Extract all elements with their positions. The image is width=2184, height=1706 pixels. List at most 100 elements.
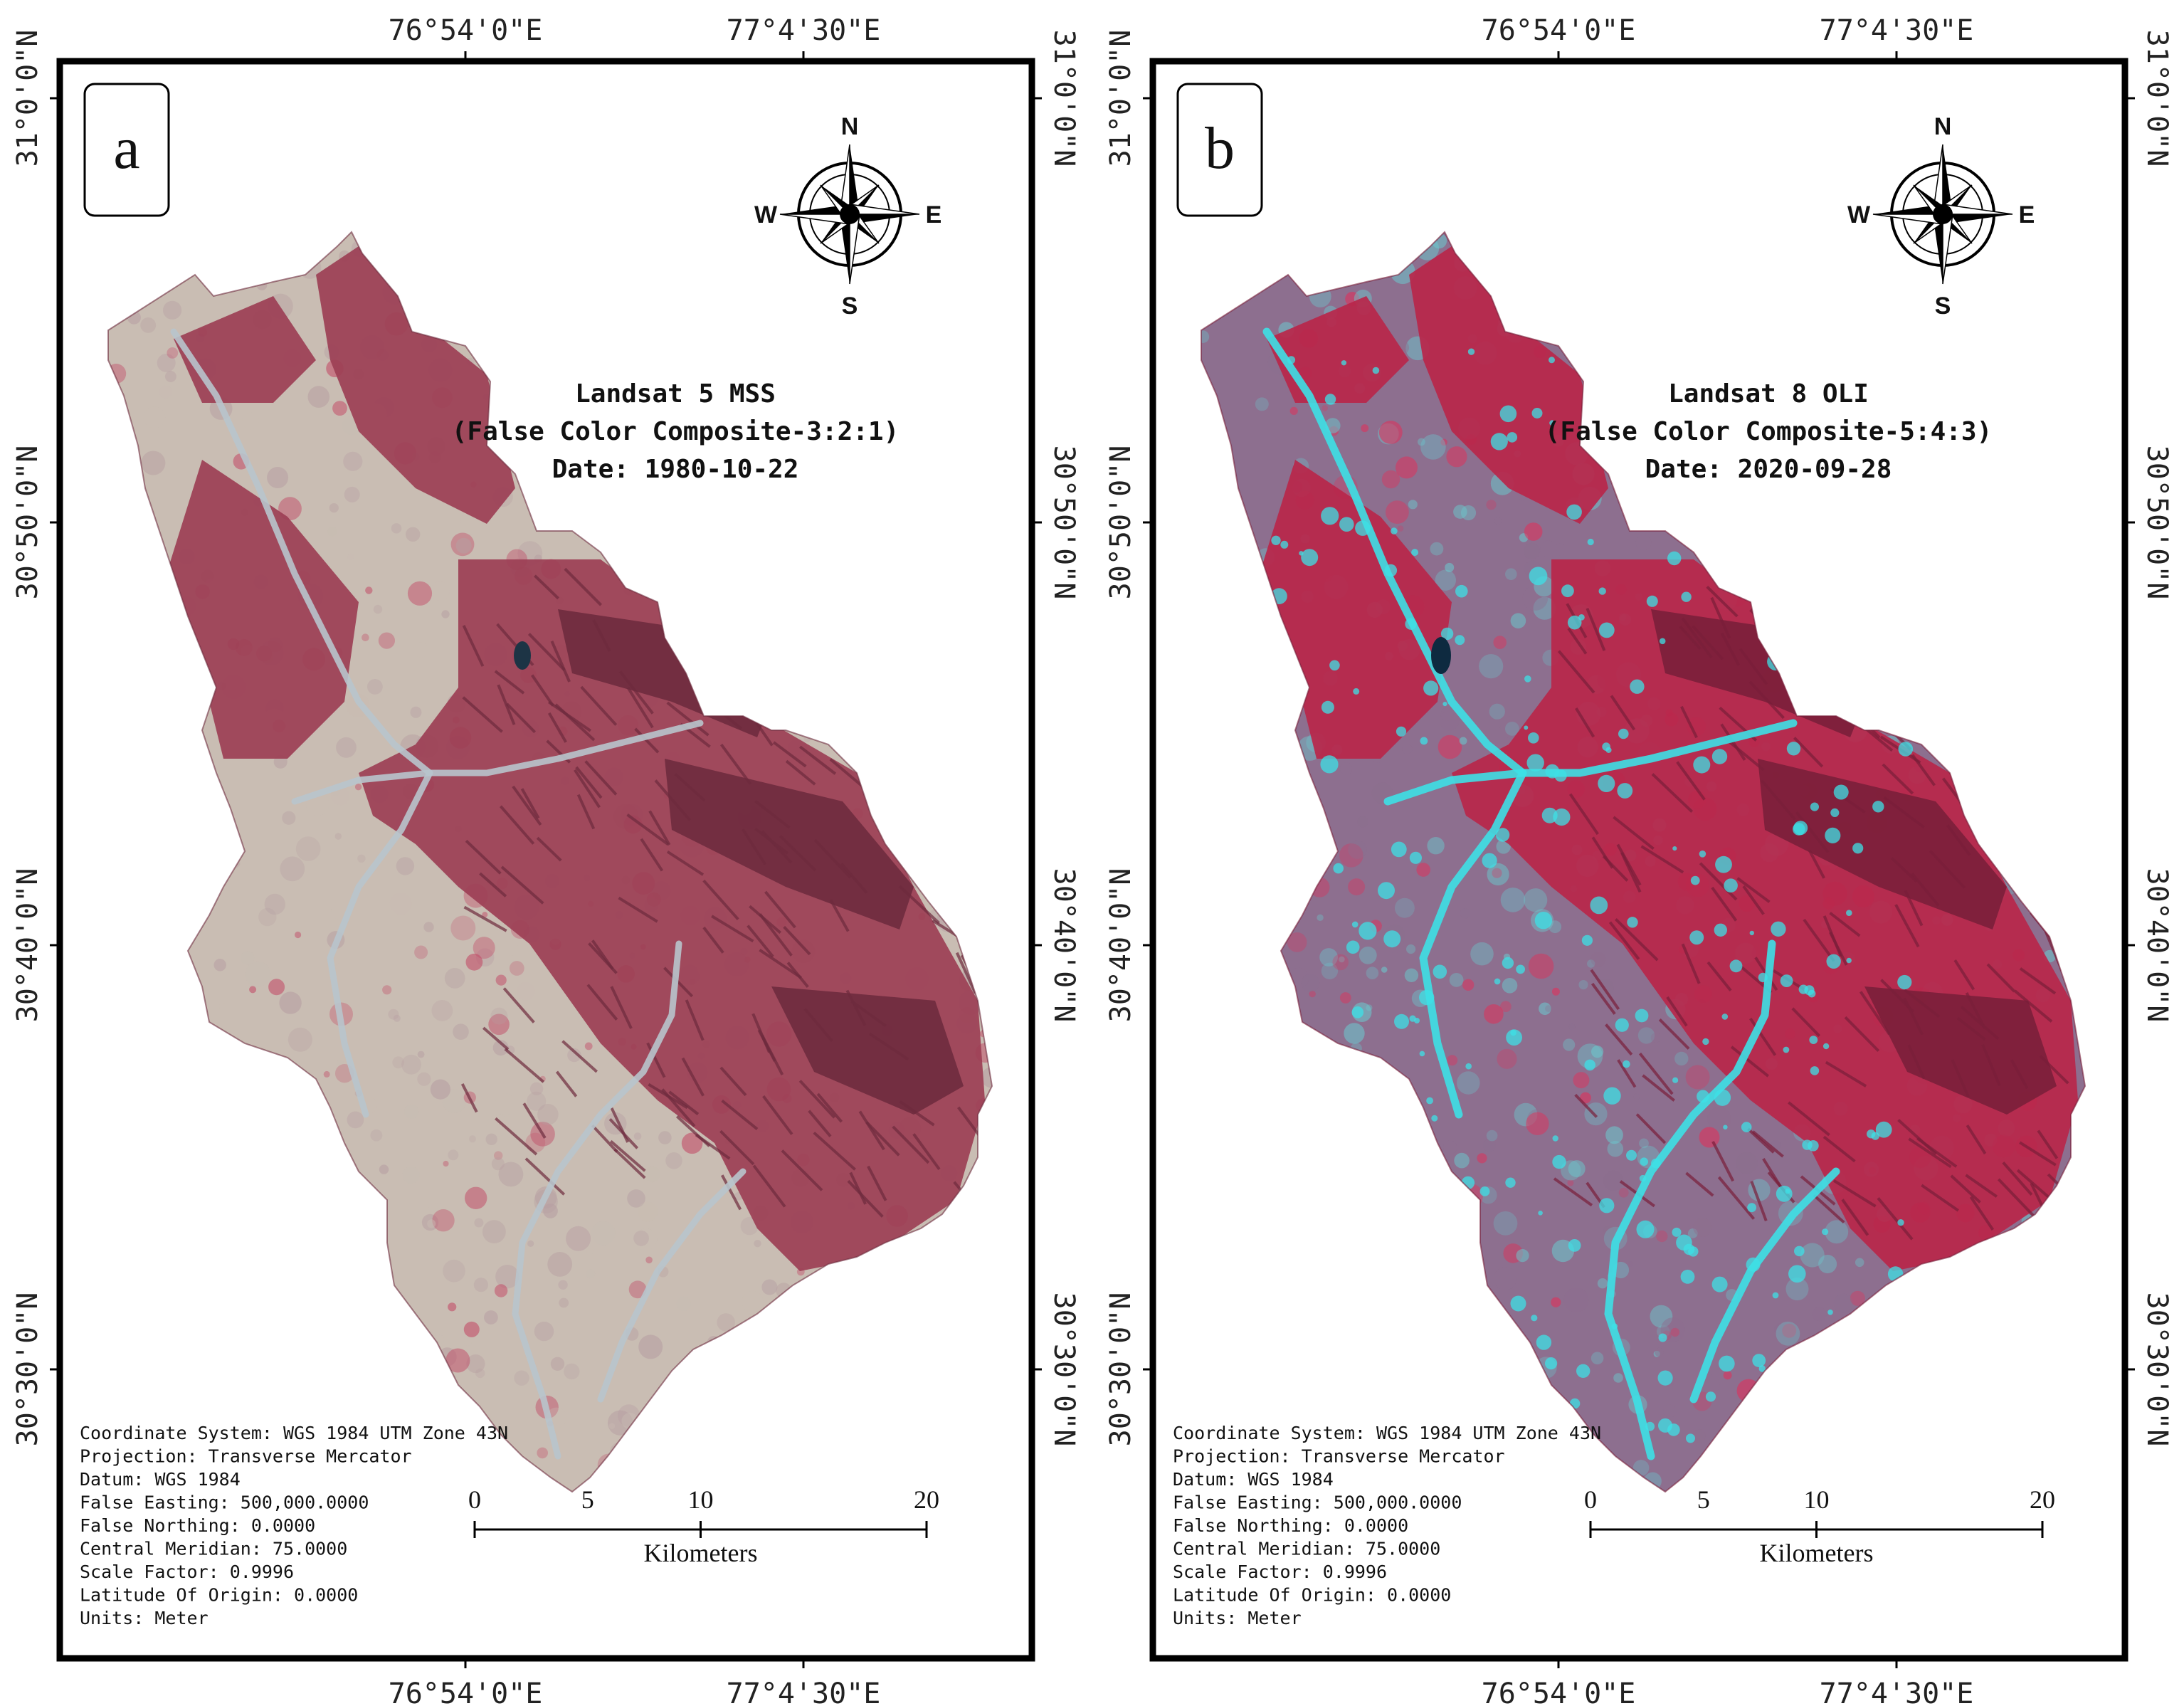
longitude-label-top: 76°54'0"E: [1482, 14, 1636, 47]
image-texture: [608, 1423, 616, 1429]
image-texture: [1655, 1347, 1664, 1357]
ridge-line: [2039, 1055, 2069, 1085]
image-texture: [1618, 1187, 1629, 1198]
ridge-line: [1813, 1194, 1845, 1224]
ridge-line: [1736, 877, 1771, 903]
image-texture: [329, 503, 339, 513]
urban-patch: [1423, 680, 1439, 696]
image-texture: [559, 1297, 569, 1308]
urban-patch: [1524, 675, 1531, 683]
ridge-line: [479, 872, 507, 897]
ridge-line: [779, 835, 817, 872]
ridge-line: [609, 1139, 646, 1172]
image-texture: [159, 385, 172, 399]
image-texture: [1402, 744, 1413, 754]
image-texture: [1493, 636, 1507, 649]
image-texture: [1301, 974, 1320, 992]
projection-info-line: Central Meridian: 75.0000: [80, 1539, 347, 1559]
ridge-line: [1750, 1181, 1768, 1222]
ridge-line: [584, 760, 618, 796]
urban-patch: [1794, 1246, 1805, 1257]
image-texture: [633, 1132, 642, 1140]
projection-info-line: Units: Meter: [1173, 1608, 1302, 1628]
ridge-line: [747, 925, 774, 958]
image-texture: [547, 1252, 573, 1277]
image-texture: [1404, 968, 1419, 983]
urban-patch: [1545, 1357, 1558, 1370]
ridge-line: [1793, 737, 1824, 768]
image-texture: [1459, 737, 1467, 745]
ridge-line: [711, 915, 754, 943]
ridge-line: [575, 766, 603, 799]
image-texture: [1776, 1321, 1800, 1346]
ridge-line: [505, 702, 537, 734]
urban-patch: [1391, 527, 1398, 535]
image-texture: [1489, 703, 1505, 720]
urban-patch: [1788, 1265, 1806, 1283]
image-texture: [1660, 1317, 1685, 1342]
image-texture: [633, 1230, 649, 1246]
projection-info-line: Latitude Of Origin: 0.0000: [1173, 1585, 1451, 1606]
image-texture: [1505, 568, 1517, 580]
compass-point: [850, 144, 860, 214]
ridge-line: [2019, 967, 2057, 995]
image-texture: [402, 1166, 420, 1184]
ridge-line: [555, 1070, 578, 1097]
ridge-line: [646, 1042, 666, 1078]
urban-patch: [1280, 540, 1289, 549]
urban-patch: [1383, 930, 1401, 948]
ridge-line: [1591, 836, 1614, 869]
image-texture: [365, 586, 373, 594]
image-texture: [1528, 953, 1554, 979]
image-texture: [242, 412, 259, 430]
urban-patch: [1324, 394, 1336, 405]
urban-patch: [1426, 1097, 1433, 1105]
image-texture: [1591, 1046, 1604, 1058]
urban-patch: [1798, 984, 1808, 994]
projection-info-line: Central Meridian: 75.0000: [1173, 1539, 1440, 1559]
image-texture: [1855, 1258, 1864, 1268]
ridge-line: [462, 696, 503, 733]
ridge-line: [561, 1040, 598, 1073]
image-texture: [336, 737, 357, 758]
image-texture: [529, 1082, 544, 1096]
map-title-line: Landsat 8 OLI: [1668, 379, 1869, 409]
urban-patch: [1482, 853, 1497, 868]
urban-patch: [1329, 660, 1340, 671]
image-texture: [537, 1104, 559, 1125]
image-texture: [1723, 1371, 1732, 1380]
ridge-line: [1788, 1101, 1830, 1137]
ridge-line: [702, 926, 724, 954]
ridge-line: [1605, 1023, 1633, 1056]
image-texture: [1510, 613, 1526, 628]
image-texture: [1639, 1138, 1649, 1149]
image-texture: [534, 1321, 554, 1342]
image-texture: [1545, 1005, 1552, 1012]
image-texture: [1825, 1220, 1849, 1244]
ridge-line: [1711, 1140, 1735, 1182]
image-texture: [1578, 980, 1588, 990]
urban-patch: [1510, 1029, 1516, 1036]
image-texture: [1850, 1290, 1865, 1306]
image-texture: [1454, 1152, 1470, 1169]
ridge-line: [1829, 912, 1861, 937]
urban-patch: [1719, 1355, 1735, 1372]
urban-patch: [1605, 747, 1612, 753]
ridge-line: [1590, 982, 1616, 1015]
ridge-line: [482, 1026, 510, 1051]
ridge-line: [1883, 796, 1926, 829]
ridge-line: [757, 1029, 776, 1062]
ridge-line: [1717, 1176, 1756, 1220]
ridge-line: [1617, 1059, 1637, 1088]
image-texture: [1685, 1065, 1710, 1090]
image-texture: [645, 1256, 653, 1264]
image-texture: [1487, 863, 1509, 886]
urban-patch: [1411, 549, 1419, 557]
image-texture: [443, 1259, 465, 1283]
image-texture: [1549, 920, 1562, 934]
ridge-line: [764, 890, 796, 929]
latitude-label-left: 30°40'0"N: [11, 868, 44, 1023]
urban-patch: [1552, 1154, 1566, 1169]
ridge-line: [463, 905, 507, 932]
compass-s: S: [1935, 293, 1951, 320]
